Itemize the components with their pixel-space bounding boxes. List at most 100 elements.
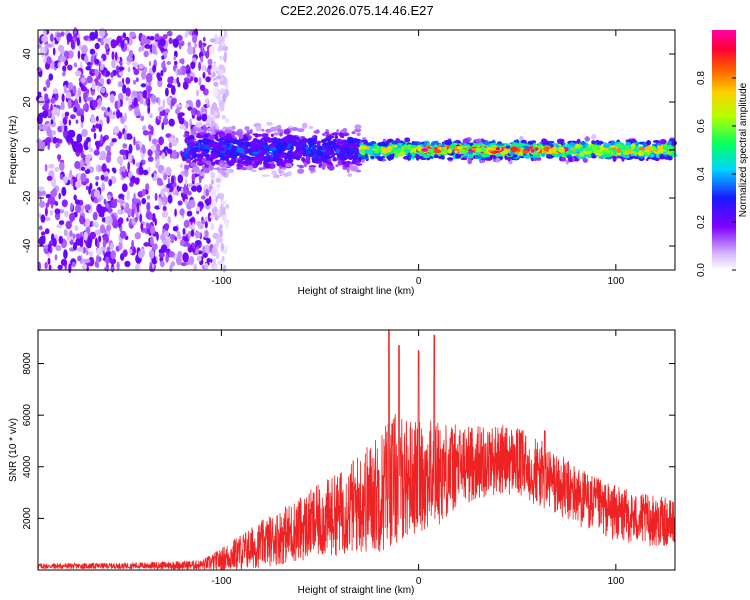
spectrogram-cell [206, 258, 211, 263]
spectrogram-cell [125, 95, 129, 101]
spectrogram-cell [219, 80, 226, 86]
spectrogram-cell [108, 179, 113, 187]
spectrogram-cell [245, 142, 250, 148]
spectrogram-cell [596, 140, 604, 145]
spectrogram-cell [80, 114, 85, 123]
spectrogram-cell [434, 154, 438, 159]
spectrogram-cell [126, 190, 131, 201]
spectrogram-cell [194, 240, 202, 245]
spectrogram-cell [341, 132, 345, 139]
spectrogram-cell [198, 76, 202, 87]
spectrogram-cell [247, 150, 253, 154]
spectrogram-cell [109, 114, 116, 120]
spectrogram-cell [58, 235, 64, 245]
spectrogram-cell [200, 55, 204, 63]
spectrogram-cell [149, 113, 153, 119]
spectrogram-cell [106, 115, 110, 124]
spectrogram-cell [340, 129, 347, 134]
spectrogram-cell [106, 224, 112, 232]
spectrogram-cell [204, 262, 209, 271]
spectrogram-cell [265, 140, 273, 143]
spectrogram-cell [179, 239, 185, 247]
spectrogram-cell [196, 206, 201, 212]
spectrogram-cell [305, 150, 312, 155]
spectrogram-cell [106, 246, 111, 253]
spectrogram-cell [244, 156, 249, 162]
spectrogram-cell [149, 236, 154, 246]
spectrogram-cell [297, 168, 305, 174]
spectrogram-cell [100, 37, 105, 46]
spectrogram-cell [109, 93, 115, 104]
spectrogram-cell [254, 160, 260, 166]
spectrogram-cell [397, 144, 401, 149]
spectrogram-cell [611, 147, 617, 151]
spectrogram-cell [327, 161, 333, 165]
spectrogram-cell [119, 60, 123, 67]
spectrogram-cell [201, 65, 208, 72]
spectrogram-cell [89, 31, 96, 41]
spectrogram-cell [93, 189, 101, 198]
spectrogram-cell [621, 156, 625, 162]
spectrogram-cell [283, 128, 291, 135]
spectrogram-panel: -100 0 100 -40 -20 0 20 40 Height of straight l… [8, 27, 678, 297]
spectrogram-cell [44, 228, 50, 235]
figure-title: C2E2.2026.075.14.46.E27 [280, 3, 433, 18]
spectrogram-cell [190, 147, 198, 150]
spectrogram-cell [223, 30, 227, 38]
spectrogram-cell [73, 27, 77, 35]
spectrogram-cell [88, 256, 95, 267]
spectrogram-cell [567, 149, 574, 154]
spectrogram-cell [332, 132, 339, 136]
spectrogram-cell [111, 51, 115, 60]
spectrogram-cell [124, 112, 127, 122]
spectrogram-cell [155, 158, 160, 167]
spectrogram-cell [213, 167, 221, 170]
spectrogram-cell [140, 83, 147, 88]
spectrogram-cell [107, 206, 112, 214]
spectrogram-cell [148, 213, 153, 221]
spectrogram-cell [122, 84, 127, 94]
spectrogram-cell [565, 159, 569, 165]
spectrogram-cell [220, 205, 223, 212]
spectrogram-cell [395, 150, 401, 154]
spectrogram-cell [134, 216, 139, 222]
spectrogram-cell [52, 187, 57, 198]
spectrogram-cell [189, 218, 195, 223]
spectrogram-cell [501, 150, 509, 155]
spectrogram-cell [177, 174, 184, 184]
spectrogram-cell [337, 160, 343, 166]
spectrogram-cell [422, 152, 431, 159]
spectrogram-cell [191, 173, 196, 182]
spectrogram-cell [224, 129, 232, 134]
spectrogram-cell [140, 223, 144, 231]
colorbar: 0.0 0.2 0.4 0.6 0.8 Normalized spectral ampl… [696, 30, 749, 277]
spectrogram-cell [231, 146, 237, 152]
spectrogram-cell [41, 35, 48, 43]
spectrogram-cell [131, 208, 135, 218]
spectrogram-cell [161, 244, 168, 253]
spectrogram-cell [248, 161, 253, 165]
spectrogram-cell [334, 135, 339, 139]
spectrogram-cell [377, 142, 384, 147]
spectrogram-cell [100, 57, 104, 67]
spectrogram-cell [218, 131, 226, 137]
spectrogram-cell [141, 70, 147, 80]
spectrogram-cell [125, 87, 131, 97]
spectrogram-cell [187, 45, 194, 55]
spectrogram-cell [63, 249, 68, 260]
spectrogram-cell [133, 192, 136, 203]
spectrogram-cell [150, 145, 157, 152]
spectrogram-cell [99, 27, 106, 38]
spectrogram-cell [223, 155, 228, 161]
spectrogram-cell [333, 145, 341, 149]
spectrogram-cell [250, 140, 258, 146]
spectrogram-cell [90, 128, 97, 132]
spectrogram-cell [211, 161, 216, 166]
spectrogram-cell [45, 137, 52, 144]
spectrogram-cell [100, 174, 105, 181]
spectrogram-cell [58, 138, 63, 144]
spectrogram-cell [90, 116, 97, 124]
spectrogram-cell [86, 178, 89, 184]
spectrogram-cell [485, 147, 494, 151]
spectrogram-cell [95, 181, 99, 187]
